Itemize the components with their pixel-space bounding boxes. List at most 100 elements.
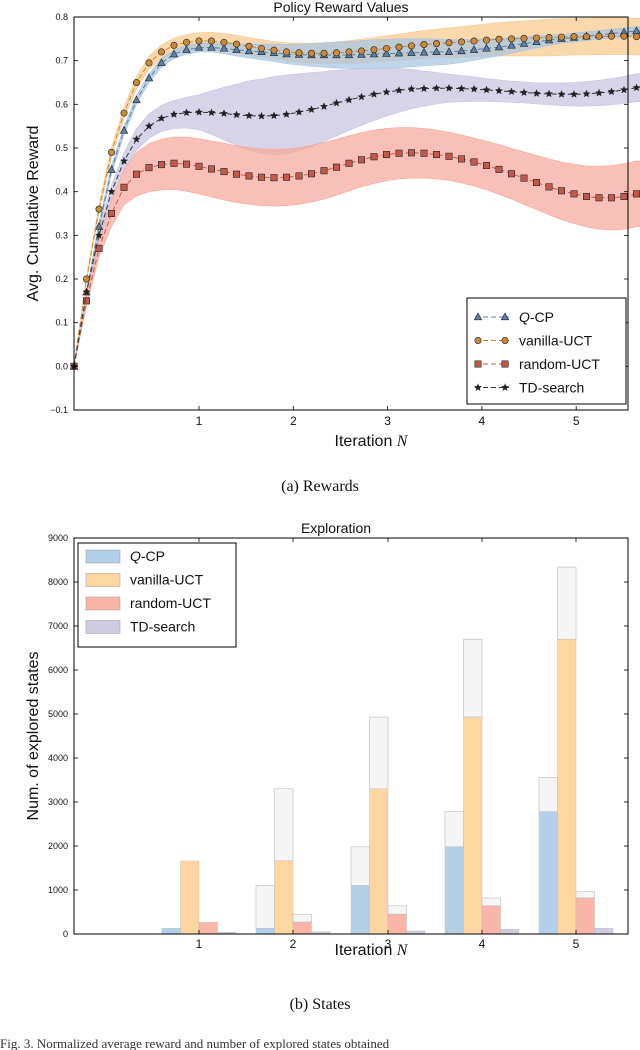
point-vanilla-UCT-35 bbox=[507, 35, 515, 43]
point-random-UCT-35 bbox=[507, 170, 515, 178]
point-TD-search-24 bbox=[370, 90, 378, 98]
point-random-UCT-30 bbox=[445, 152, 453, 160]
ytick-label: 4000 bbox=[48, 753, 68, 763]
ytick-label: −0.1 bbox=[50, 405, 68, 415]
x-axis-label-text: Iteration bbox=[335, 942, 397, 959]
bar-upper-vanilla-UCT-3 bbox=[369, 716, 389, 790]
ytick-label: 5000 bbox=[48, 709, 68, 719]
bar-upper-Q-CP-2 bbox=[255, 885, 275, 929]
point-TD-search-38 bbox=[545, 89, 553, 98]
ytick-label: 7000 bbox=[48, 621, 68, 631]
ytick-label: 0.3 bbox=[55, 230, 68, 240]
point-TD-search-45 bbox=[632, 83, 640, 92]
confidence-bands bbox=[73, 17, 640, 367]
bar-upper-vanilla-UCT-2 bbox=[274, 788, 294, 862]
point-random-UCT-24 bbox=[370, 153, 378, 161]
point-vanilla-UCT-32 bbox=[470, 37, 478, 45]
point-vanilla-UCT-23 bbox=[357, 47, 365, 55]
legend: Q-CP vanilla-UCT random-UCT TD-search bbox=[77, 542, 237, 648]
point-vanilla-UCT-12 bbox=[220, 38, 228, 46]
bar-vanilla-UCT-4 bbox=[463, 716, 483, 935]
bar-random-UCT-3 bbox=[387, 914, 407, 935]
bar-upper-vanilla-UCT-5 bbox=[557, 566, 577, 640]
legend-label-Q-CP: Q-CP bbox=[130, 548, 165, 564]
series-vanilla-UCT bbox=[70, 32, 640, 370]
point-vanilla-UCT-21 bbox=[332, 49, 340, 57]
xtick-label: 3 bbox=[385, 937, 392, 951]
point-Q-CP-27 bbox=[407, 48, 416, 56]
legend-label-random-UCT: random-UCT bbox=[130, 595, 211, 611]
point-vanilla-UCT-1 bbox=[83, 275, 91, 283]
x-axis-label-text: Iteration bbox=[335, 433, 397, 450]
point-random-UCT-12 bbox=[220, 168, 228, 176]
ytick-label: 0 bbox=[63, 929, 68, 939]
point-random-UCT-40 bbox=[570, 190, 578, 198]
point-Q-CP-10 bbox=[194, 42, 204, 51]
caption-rewards: (a) Rewards bbox=[281, 478, 359, 495]
xtick-label: 5 bbox=[573, 414, 580, 428]
bar-upper-vanilla-UCT-4 bbox=[463, 638, 483, 718]
point-vanilla-UCT-3 bbox=[108, 148, 116, 156]
point-random-UCT-3 bbox=[108, 210, 116, 218]
point-random-UCT-25 bbox=[382, 151, 390, 159]
bar-TD-search-4 bbox=[500, 928, 520, 935]
xtick-label: 1 bbox=[196, 414, 203, 428]
point-vanilla-UCT-44 bbox=[620, 32, 628, 40]
point-Q-CP-24 bbox=[369, 49, 379, 58]
point-random-UCT-15 bbox=[257, 173, 265, 181]
point-Q-CP-13 bbox=[232, 45, 241, 53]
point-TD-search-22 bbox=[345, 95, 353, 104]
ytick-label: 0.0 bbox=[55, 361, 68, 371]
point-random-UCT-41 bbox=[582, 192, 590, 200]
point-Q-CP-32 bbox=[469, 45, 479, 53]
legend-marker-vanilla-UCT bbox=[474, 336, 482, 344]
point-TD-search-25 bbox=[382, 87, 391, 96]
ytick-label: 6000 bbox=[48, 665, 68, 675]
point-random-UCT-4 bbox=[120, 183, 128, 191]
ytick-label: 0.8 bbox=[55, 12, 68, 22]
point-vanilla-UCT-42 bbox=[595, 32, 603, 40]
point-vanilla-UCT-15 bbox=[257, 44, 265, 52]
rewards-chart: −0.1 0.0 0.1 0.2 0.3 0.4 0.5 0.6 0.7 0.8 1 2 3 4 5 Poli… bbox=[25, 0, 640, 450]
point-TD-search-18 bbox=[295, 108, 303, 116]
point-TD-search-4 bbox=[120, 156, 128, 165]
bar-random-UCT-5 bbox=[575, 897, 595, 935]
bar-Q-CP-5 bbox=[538, 811, 558, 935]
legend-label-TD-search: TD-search bbox=[130, 619, 195, 635]
point-TD-search-10 bbox=[195, 108, 203, 116]
point-Q-CP-5 bbox=[132, 95, 141, 104]
caption-states: (b) States bbox=[289, 996, 351, 1013]
point-random-UCT-38 bbox=[545, 183, 553, 191]
x-ticks: 1 2 3 4 5 bbox=[196, 17, 580, 428]
xtick-label: 2 bbox=[290, 937, 297, 951]
point-vanilla-UCT-5 bbox=[133, 79, 141, 87]
point-random-UCT-13 bbox=[233, 170, 241, 178]
point-vanilla-UCT-9 bbox=[183, 38, 191, 46]
point-vanilla-UCT-7 bbox=[158, 48, 166, 56]
point-TD-search-12 bbox=[220, 109, 228, 117]
point-TD-search-5 bbox=[132, 135, 141, 143]
legend: Q-CP vanilla-UCT random-UCT TD-search bbox=[466, 297, 627, 405]
plot-area bbox=[69, 17, 640, 410]
point-vanilla-UCT-29 bbox=[432, 40, 440, 48]
point-vanilla-UCT-43 bbox=[607, 32, 615, 40]
x-axis-label-var: N bbox=[396, 433, 409, 450]
point-TD-search-17 bbox=[282, 110, 291, 118]
legend-marker-Q-CP bbox=[473, 312, 483, 321]
point-Q-CP-4 bbox=[119, 125, 129, 134]
point-random-UCT-9 bbox=[183, 160, 191, 168]
ytick-label: 0.4 bbox=[55, 187, 68, 197]
series-TD-search bbox=[70, 83, 640, 370]
point-Q-CP-2 bbox=[94, 221, 104, 230]
exploration-chart: 0 1000 2000 3000 4000 5000 6000 7000 8000 9000 1 2 3… bbox=[25, 520, 629, 959]
point-random-UCT-23 bbox=[357, 156, 365, 164]
point-vanilla-UCT-17 bbox=[282, 48, 290, 56]
band-random-UCT bbox=[73, 127, 640, 367]
point-TD-search-39 bbox=[557, 90, 566, 98]
xtick-label: 4 bbox=[479, 414, 486, 428]
point-random-UCT-2 bbox=[95, 244, 103, 252]
point-random-UCT-29 bbox=[432, 151, 440, 159]
point-TD-search-8 bbox=[170, 110, 178, 118]
point-TD-search-1 bbox=[82, 287, 91, 296]
point-random-UCT-5 bbox=[133, 170, 141, 178]
